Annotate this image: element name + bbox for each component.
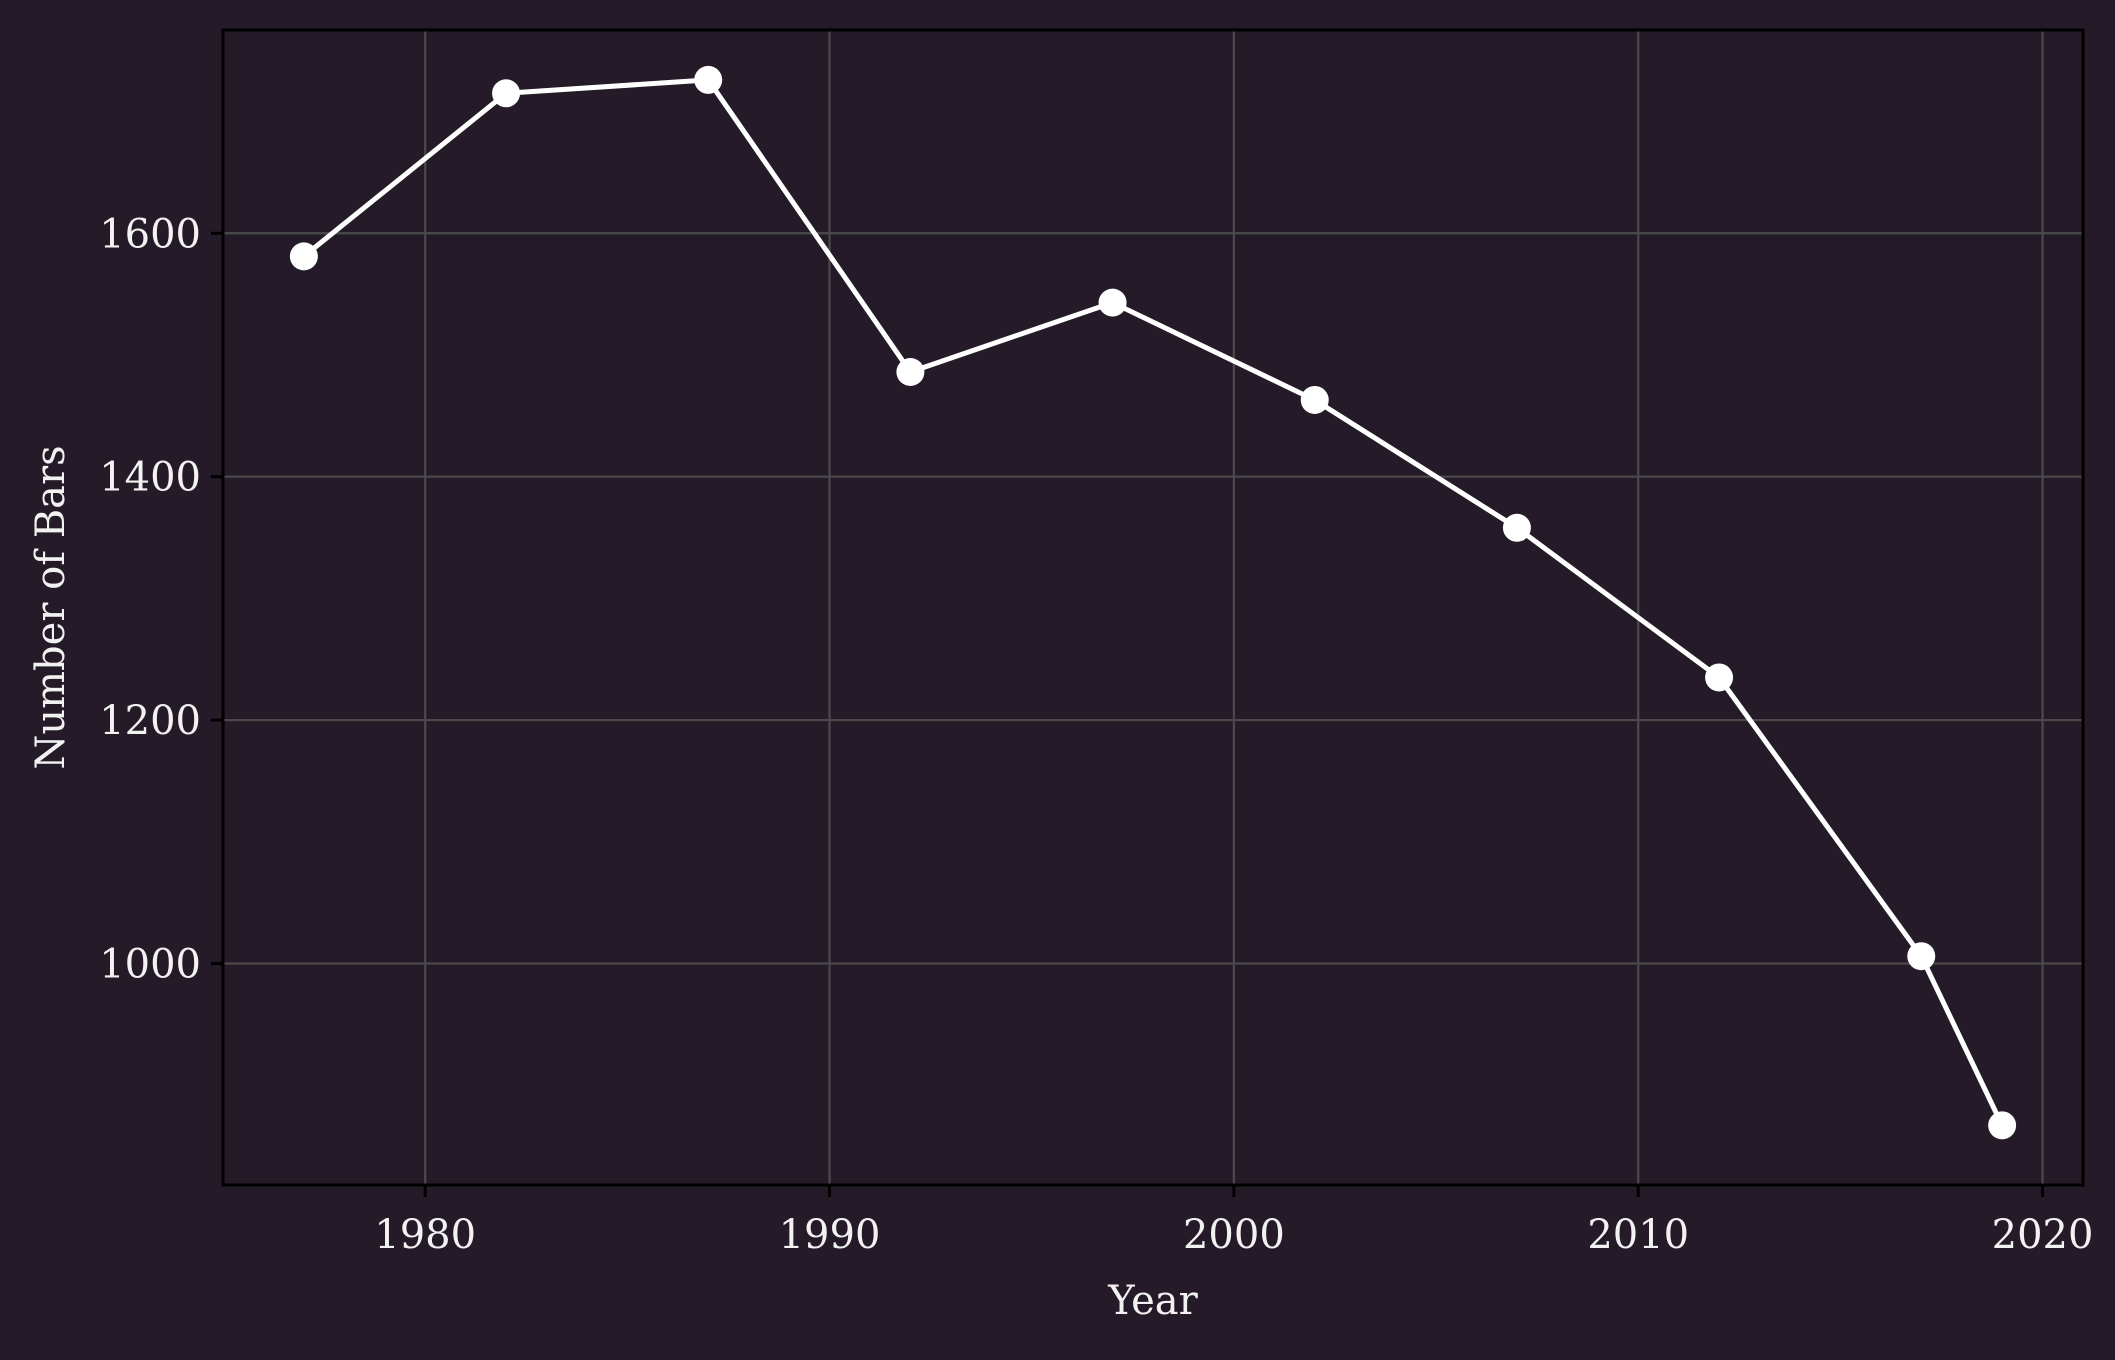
grid bbox=[223, 30, 2083, 1185]
y-tick-label: 1400 bbox=[99, 455, 201, 501]
series-line bbox=[301, 77, 2005, 1128]
x-axis-title: Year bbox=[1107, 1278, 1198, 1324]
data-point bbox=[1988, 1111, 2017, 1140]
y-tick-label: 1000 bbox=[99, 941, 201, 987]
x-axis-ticks: 1980 1990 2000 2010 2020 bbox=[374, 1185, 2093, 1258]
data-point bbox=[1705, 663, 1734, 692]
y-axis-title: Number of Bars bbox=[28, 445, 74, 769]
data-point bbox=[1300, 385, 1329, 414]
plot-frame bbox=[221, 28, 2085, 1187]
y-tick-label: 1200 bbox=[99, 698, 201, 744]
data-point bbox=[289, 242, 318, 271]
data-point bbox=[492, 79, 521, 108]
y-axis-ticks: 1000 1200 1400 1600 bbox=[99, 211, 223, 987]
series-layer bbox=[289, 65, 2017, 1140]
data-point bbox=[1098, 288, 1127, 317]
x-tick-label: 2020 bbox=[1992, 1212, 2094, 1258]
x-tick-label: 2000 bbox=[1183, 1212, 1285, 1258]
x-tick-label: 1990 bbox=[779, 1212, 881, 1258]
y-tick-label: 1600 bbox=[99, 211, 201, 257]
x-tick-label: 1980 bbox=[374, 1212, 476, 1258]
data-point bbox=[1907, 942, 1936, 971]
x-tick-label: 2010 bbox=[1587, 1212, 1689, 1258]
data-point bbox=[896, 357, 925, 386]
data-point bbox=[1502, 513, 1531, 542]
data-point bbox=[694, 65, 723, 94]
